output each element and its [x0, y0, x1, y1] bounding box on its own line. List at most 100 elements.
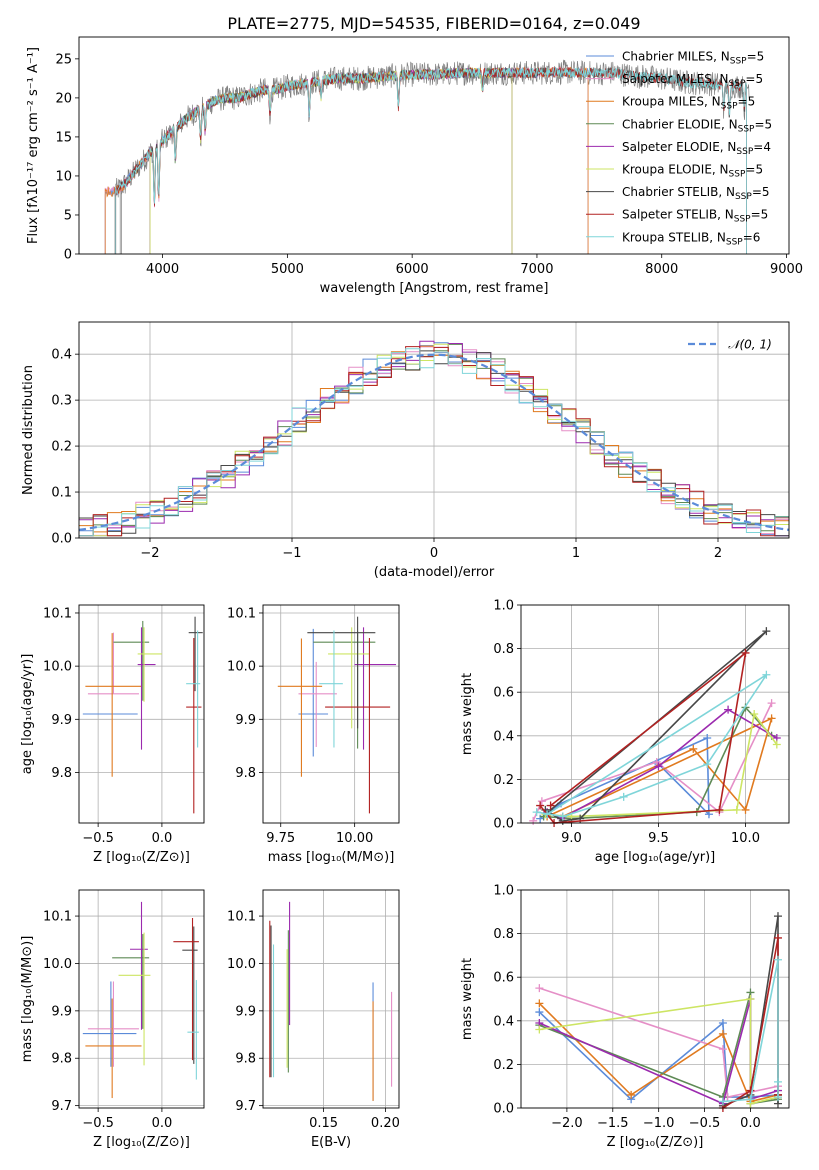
y-tick-label: 10.0 — [227, 957, 256, 972]
weight-marker — [718, 1045, 727, 1054]
x-tick-label: 0.0 — [740, 1116, 761, 1131]
weight-marker — [773, 1093, 782, 1102]
x-tick-label: 7000 — [520, 262, 553, 277]
weight-series-salpeter-miles — [529, 699, 776, 825]
y-tick-label: 0.8 — [493, 927, 514, 942]
y-tick-label: 0.1 — [51, 486, 72, 501]
x-tick-label: 9.5 — [648, 831, 669, 846]
model-spectrum-kroupa-stelib — [114, 66, 747, 254]
errorbar-salpeter-miles — [87, 981, 139, 1067]
weight-marker — [767, 699, 776, 708]
errorbar-kroupa-miles — [277, 638, 323, 777]
legend-entry: Chabrier STELIB, NSSP=5 — [622, 185, 770, 202]
weight-line — [536, 674, 768, 818]
weight-line — [539, 736, 710, 820]
weight-marker — [536, 801, 545, 810]
model-spectrum-kroupa-elodie — [149, 66, 513, 254]
y-tick-label: 10.1 — [43, 910, 72, 925]
errorbar-salpeter-stelib — [173, 917, 199, 1061]
y-tick-label: 10.1 — [43, 606, 72, 621]
weight-marker — [724, 705, 733, 714]
errorbar-salpeter-stelib — [186, 637, 202, 814]
model-spectrum-kroupa-miles — [104, 66, 589, 254]
errorbar-salpeter-stelib — [325, 637, 391, 814]
x-tick-label: 6000 — [396, 262, 429, 277]
weight-marker — [762, 627, 771, 636]
weight-marker — [535, 999, 544, 1008]
y-tick-label: 0.2 — [51, 440, 72, 455]
x-tick-label: −2 — [140, 546, 159, 561]
y-tick-label: 9.8 — [51, 766, 72, 781]
model-spectrum-salpeter-elodie — [149, 67, 513, 254]
gaussian-curve — [78, 353, 790, 531]
y-tick-label: 15 — [55, 130, 72, 145]
x-tick-label: −0.5 — [82, 831, 114, 846]
x-tick-label: 0 — [430, 546, 438, 561]
weight-series-kroupa-miles — [543, 714, 776, 821]
weight-vs-age-panel: 9.0 9.5 10.0 0.0 0.2 0.4 0.6 0.8 1.0 age [log₁₀(a… — [460, 599, 790, 865]
axes-frame — [520, 604, 790, 824]
weight-marker — [689, 744, 698, 753]
weight-marker — [746, 1086, 755, 1095]
errorbar-kroupa-stelib — [186, 630, 201, 748]
axes-frame — [262, 889, 400, 1109]
x-tick-label: 0.15 — [309, 1116, 338, 1131]
weight-marker — [703, 760, 712, 769]
axes-frame — [78, 604, 205, 824]
x-tick-label: 0.0 — [152, 831, 173, 846]
weight-marker — [762, 670, 771, 679]
x-axis-label: Z [log₁₀(Z/Z⊙)] — [93, 850, 190, 865]
y-tick-label: 0.8 — [493, 642, 514, 657]
weight-series-kroupa-stelib — [718, 955, 782, 1106]
x-tick-label: −0.5 — [689, 1116, 721, 1131]
axes-frame — [520, 889, 790, 1109]
y-tick-label: 9.7 — [235, 1099, 256, 1114]
legend-entry: Salpeter STELIB, NSSP=5 — [622, 208, 768, 225]
y-tick-label: 0.4 — [493, 729, 514, 744]
x-tick-label: 5000 — [271, 262, 304, 277]
errorbar-kroupa-elodie — [118, 932, 151, 1066]
x-tick-label: 10.0 — [731, 831, 760, 846]
y-tick-label: 9.8 — [235, 766, 256, 781]
y-tick-label: 10.0 — [43, 660, 72, 675]
x-tick-label: −2.0 — [551, 1116, 583, 1131]
spectrum-panel: 4000 5000 6000 7000 8000 9000 0 5 10 15 20 25 wavele… — [26, 36, 803, 296]
x-axis-label: wavelength [Angstrom, rest frame] — [320, 281, 549, 296]
weight-marker — [535, 984, 544, 993]
y-tick-label: 5 — [64, 208, 72, 223]
axes-frame — [78, 889, 205, 1109]
figure-title: PLATE=2775, MJD=54535, FIBERID=0164, z=0… — [227, 14, 640, 33]
weight-marker — [529, 816, 538, 825]
y-tick-label: 0.2 — [493, 773, 514, 788]
y-axis-label: mass weight — [460, 958, 475, 1040]
errorbar-chabrier-elodie — [112, 934, 150, 1029]
y-tick-label: 1.0 — [493, 599, 514, 614]
data-spectrum — [114, 59, 750, 254]
y-tick-label: 9.9 — [51, 1004, 72, 1019]
legend-entry: 𝒩(0, 1) — [728, 338, 772, 352]
weight-marker — [619, 792, 628, 801]
x-tick-label: −1.0 — [643, 1116, 675, 1131]
weight-marker — [773, 933, 782, 942]
weight-marker — [767, 714, 776, 723]
errorbar-chabrier-miles — [82, 981, 137, 1067]
weight-marker — [732, 805, 741, 814]
errorbar-salpeter-elodie — [130, 901, 148, 1030]
residual-histogram-panel: −2 −1 0 1 2 0.0 0.1 0.2 0.3 0.4 (data-model)/error… — [21, 321, 790, 580]
errorbar-chabrier-elodie — [313, 631, 376, 749]
y-tick-label: 10.0 — [43, 957, 72, 972]
weight-marker — [773, 955, 782, 964]
y-axis-label: mass weight — [460, 673, 475, 755]
weight-marker — [746, 1095, 755, 1104]
x-tick-label: −1 — [282, 546, 301, 561]
weight-line — [539, 998, 779, 1105]
axes-frame — [262, 604, 400, 824]
x-tick-label: 0.20 — [371, 1116, 400, 1131]
model-spectrum-chabrier-miles — [104, 66, 589, 254]
weight-marker — [718, 1097, 727, 1106]
errorbar-salpeter-miles — [87, 632, 139, 695]
legend-entry: Salpeter MILES, NSSP=5 — [622, 72, 763, 89]
x-axis-label: age [log₁₀(age/yr)] — [595, 850, 716, 865]
weight-marker — [654, 762, 663, 771]
